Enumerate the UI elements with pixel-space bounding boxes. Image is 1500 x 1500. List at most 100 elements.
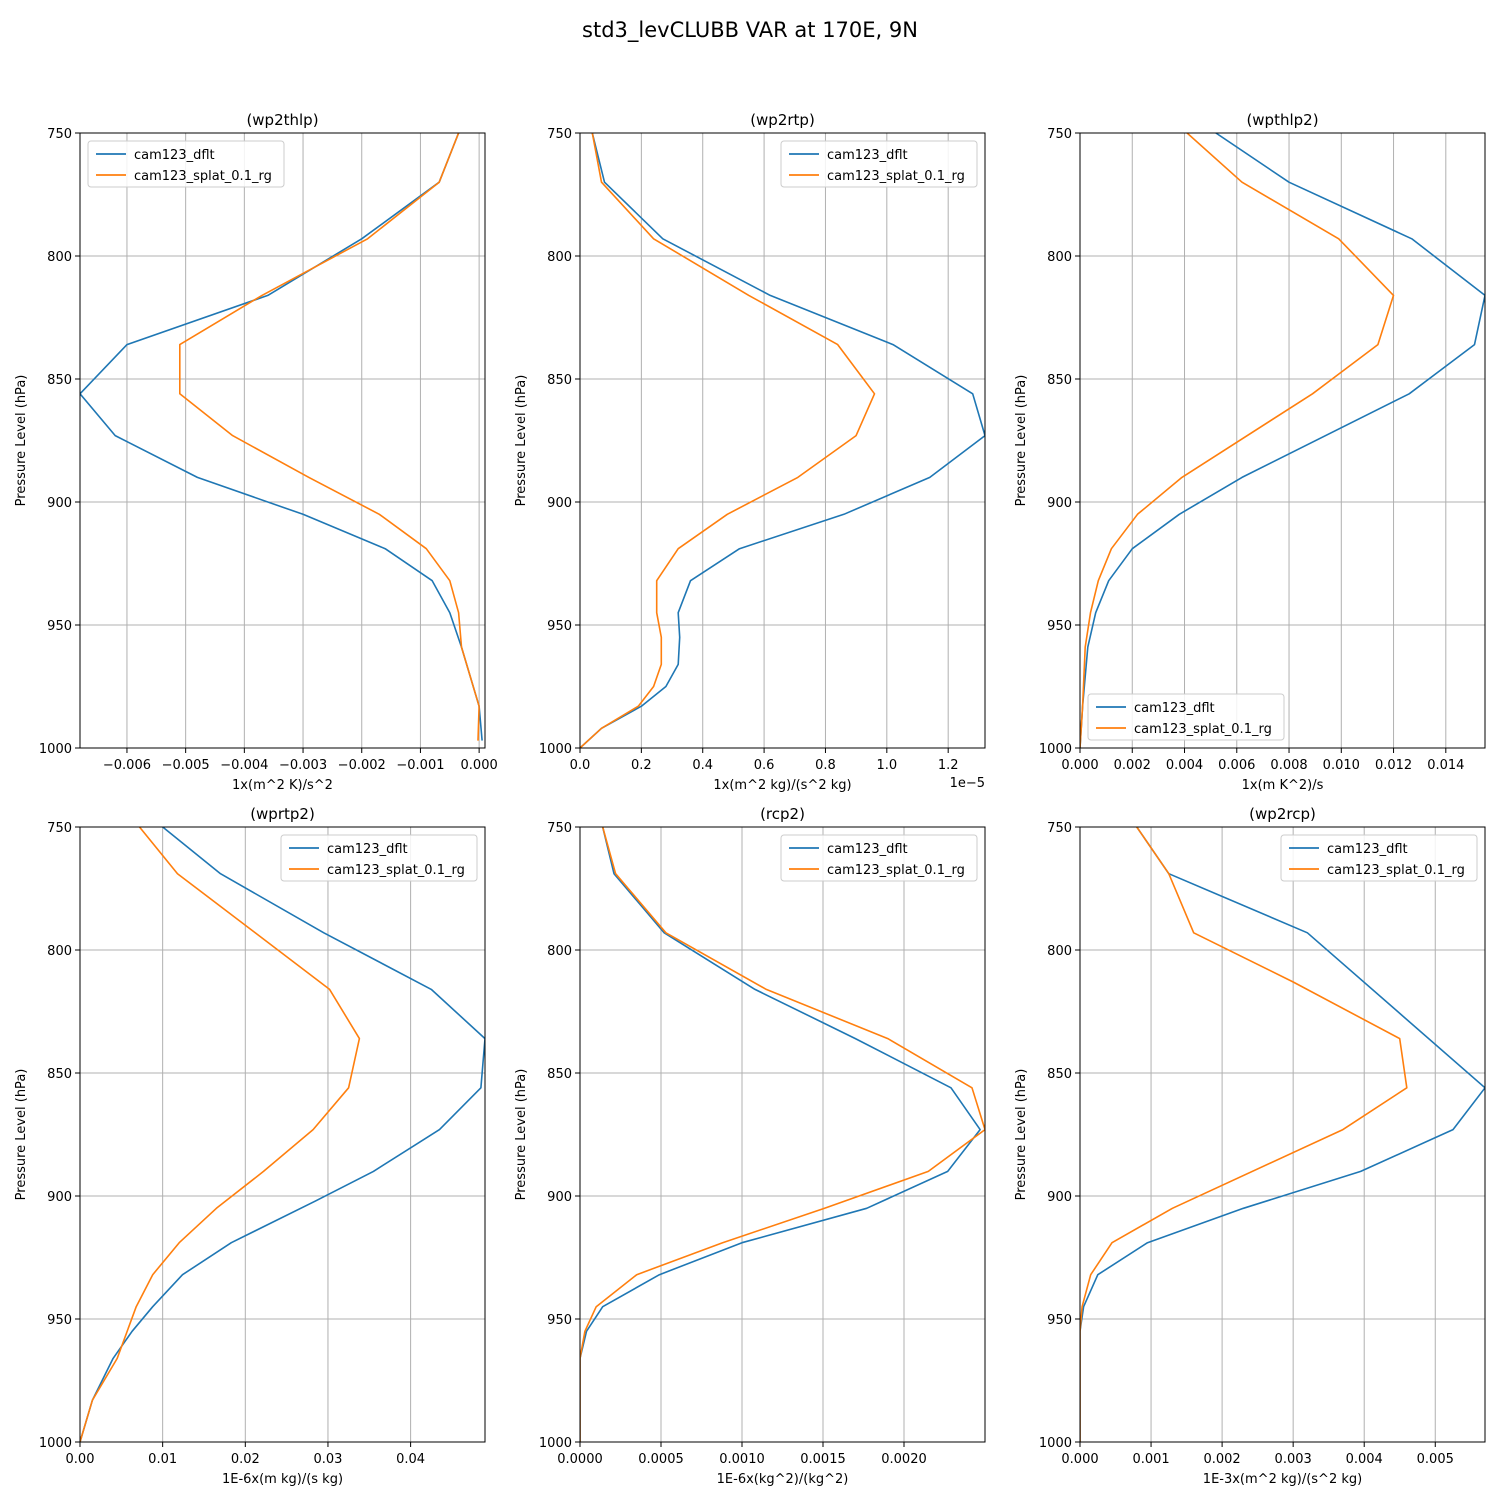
plot-frame: [579, 826, 986, 1443]
y-tick-label: 850: [47, 373, 72, 388]
plot-frame: [1079, 132, 1486, 749]
y-tick-label: 800: [547, 250, 572, 265]
plot-frame: [79, 826, 486, 1443]
y-tick-label: 750: [47, 127, 72, 142]
y-tick-label: 900: [547, 496, 572, 511]
y-tick-label: 800: [1047, 250, 1072, 265]
y-tick-label: 850: [547, 1067, 572, 1082]
x-tick-label: 0.004: [1166, 758, 1203, 773]
x-tick-label: 0.003: [1275, 1452, 1312, 1467]
series-line-cam123_dflt: [1080, 133, 1485, 748]
x-axis-label: 1x(m^2 kg)/(s^2 kg): [713, 778, 851, 793]
legend-box: [1087, 693, 1285, 741]
y-tick-label: 750: [547, 821, 572, 836]
y-tick-label: 850: [547, 373, 572, 388]
y-tick-label: 850: [47, 1067, 72, 1082]
panel-title: (wp2rcp): [1249, 805, 1316, 823]
x-tick-label: −0.005: [162, 758, 210, 773]
x-tick-label: 0.000: [1061, 1452, 1098, 1467]
x-tick-label: 0.002: [1114, 758, 1151, 773]
x-tick-label: −0.004: [220, 758, 268, 773]
x-tick-label: 0.8: [815, 758, 836, 773]
y-axis-label: Pressure Level (hPa): [1014, 1069, 1029, 1201]
legend: cam123_dflt cam123_splat_0.1_rg: [1087, 693, 1285, 741]
plot-area: [1080, 827, 1485, 1442]
x-tick-label: 0.004: [1346, 1452, 1383, 1467]
legend-label: cam123_splat_0.1_rg: [827, 863, 965, 878]
x-tick-label: 0.02: [231, 1452, 260, 1467]
y-tick-label: 850: [1047, 1067, 1072, 1082]
plot-frame: [1079, 826, 1486, 1443]
plot-area: [80, 827, 485, 1442]
figure-title: std3_levCLUBB VAR at 170E, 9N: [582, 18, 918, 43]
chart-panel-3: 0.000 0.002 0.004 0.006 0.008 0.010 0.012 0.014…: [1014, 111, 1486, 793]
chart-panel-6: 0.000 0.001 0.002 0.003 0.004 0.005 750 800 850 9…: [1014, 805, 1486, 1487]
y-axis-label: Pressure Level (hPa): [14, 1069, 29, 1201]
x-tick-label: 0.014: [1427, 758, 1464, 773]
y-tick-label: 950: [1047, 619, 1072, 634]
legend: cam123_dflt cam123_splat_0.1_rg: [780, 834, 978, 882]
y-tick-label: 800: [47, 944, 72, 959]
panel-title: (rcp2): [760, 805, 805, 823]
y-tick-label: 950: [547, 1313, 572, 1328]
y-tick-label: 950: [47, 619, 72, 634]
plot-area: [580, 133, 985, 748]
y-tick-label: 750: [1047, 127, 1072, 142]
y-tick-label: 1000: [539, 1436, 572, 1451]
y-tick-label: 950: [47, 1313, 72, 1328]
x-tick-label: 0.005: [1417, 1452, 1454, 1467]
y-tick-label: 900: [47, 1190, 72, 1205]
x-tick-label: 0.0015: [800, 1452, 846, 1467]
legend: cam123_dflt cam123_splat_0.1_rg: [280, 834, 478, 882]
x-tick-label: 0.0: [570, 758, 591, 773]
legend-box: [780, 834, 978, 882]
y-tick-label: 1000: [1039, 742, 1072, 757]
plot-area: [80, 133, 485, 748]
legend-label: cam123_dflt: [827, 148, 908, 163]
y-tick-label: 900: [1047, 496, 1072, 511]
panel-title: (wprtp2): [250, 805, 315, 823]
y-tick-label: 1000: [539, 742, 572, 757]
y-tick-label: 800: [47, 250, 72, 265]
x-tick-label: 0.0000: [557, 1452, 603, 1467]
plot-frame: [79, 132, 486, 749]
legend-box: [280, 834, 478, 882]
series-line-cam123_splat_0.1_rg: [80, 827, 361, 1442]
x-tick-label: 0.000: [1061, 758, 1098, 773]
y-axis-label: Pressure Level (hPa): [514, 1069, 529, 1201]
x-tick-label: −0.001: [396, 758, 444, 773]
x-tick-label: 0.008: [1270, 758, 1307, 773]
legend-label: cam123_dflt: [1134, 701, 1215, 716]
chart-panel-1: −0.006 −0.005 −0.004 −0.003 −0.002 −0.001 0.00…: [14, 111, 498, 793]
chart-panel-2: 0.0 0.2 0.4 0.6 0.8 1.0 1.2 750 800 850 900 950 1000…: [514, 111, 986, 793]
legend-label: cam123_splat_0.1_rg: [827, 169, 965, 184]
x-tick-label: 0.012: [1375, 758, 1412, 773]
x-tick-label: 0.010: [1323, 758, 1360, 773]
panel-title: (wp2rtp): [750, 111, 815, 129]
plot-frame: [579, 132, 986, 749]
x-axis-label: 1x(m K^2)/s: [1242, 778, 1324, 793]
legend: cam123_dflt cam123_splat_0.1_rg: [780, 140, 978, 188]
legend-label: cam123_splat_0.1_rg: [1134, 722, 1272, 737]
series-line-cam123_dflt: [580, 133, 985, 748]
plot-area: [1080, 133, 1485, 748]
x-tick-label: 0.001: [1132, 1452, 1169, 1467]
legend-label: cam123_splat_0.1_rg: [1327, 863, 1465, 878]
plot-area: [580, 827, 985, 1442]
y-tick-label: 900: [47, 496, 72, 511]
series-line-cam123_splat_0.1_rg: [580, 133, 876, 748]
y-axis-label: Pressure Level (hPa): [1014, 375, 1029, 507]
y-tick-label: 1000: [1039, 1436, 1072, 1451]
y-tick-label: 900: [1047, 1190, 1072, 1205]
x-tick-label: 0.04: [396, 1452, 425, 1467]
x-tick-label: 1.2: [938, 758, 959, 773]
x-tick-label: 0.6: [754, 758, 775, 773]
panels: −0.006 −0.005 −0.004 −0.003 −0.002 −0.001 0.00…: [14, 111, 1486, 1487]
legend-label: cam123_splat_0.1_rg: [327, 863, 465, 878]
x-axis-label: 1E-6x(kg^2)/(kg^2): [717, 1472, 849, 1487]
x-tick-label: 0.0010: [719, 1452, 765, 1467]
y-tick-label: 750: [1047, 821, 1072, 836]
series-line-cam123_dflt: [80, 133, 483, 741]
x-offset-label: 1e−5: [950, 776, 985, 791]
